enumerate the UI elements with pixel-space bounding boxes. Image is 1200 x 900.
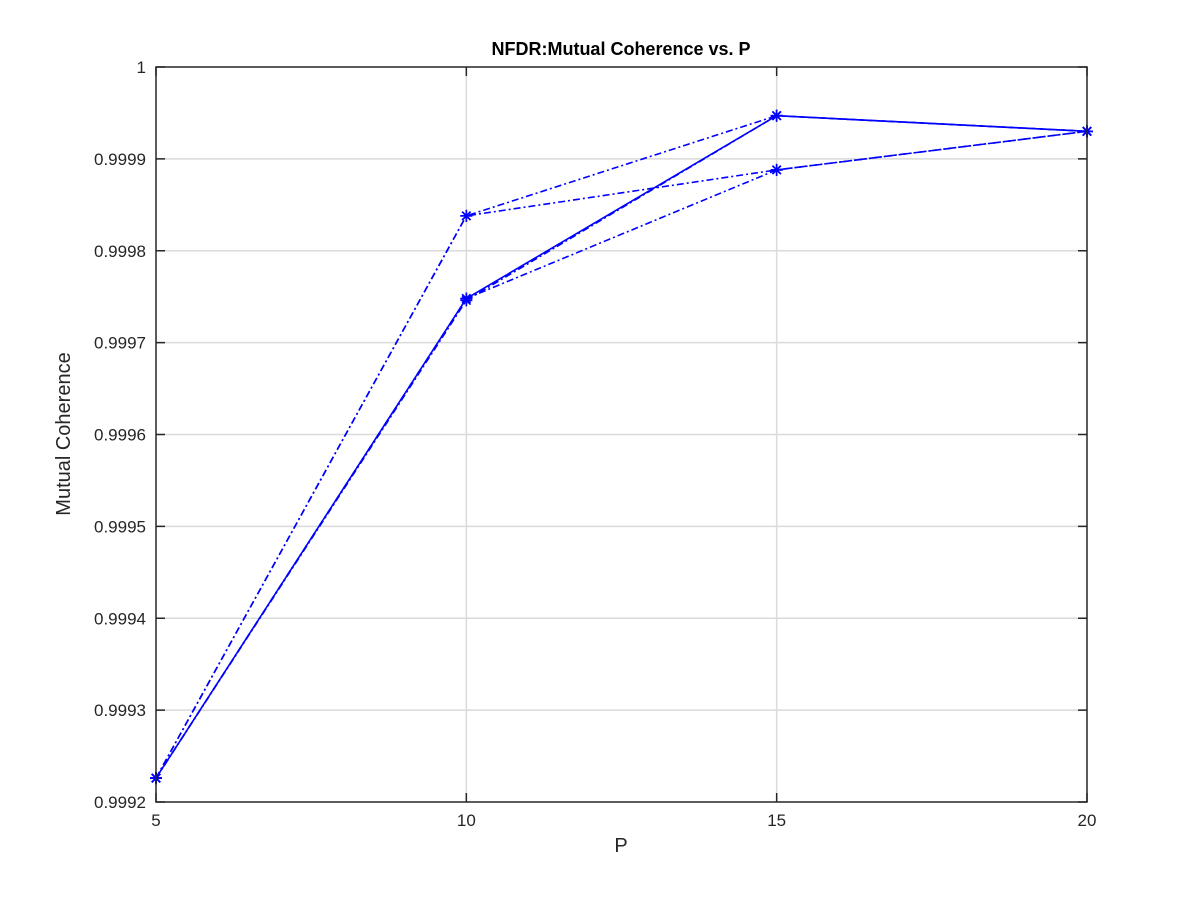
x-tick-label: 5 bbox=[151, 811, 160, 830]
ticks bbox=[155, 66, 1088, 803]
x-tick-label: 15 bbox=[767, 811, 786, 830]
series-line-5 bbox=[155, 130, 1088, 779]
y-tick-label: 0.9996 bbox=[94, 426, 146, 445]
series-line-3 bbox=[155, 114, 1088, 779]
data-point-marker bbox=[460, 292, 473, 305]
y-tick-label: 0.9998 bbox=[94, 242, 146, 261]
y-tick-label: 0.9992 bbox=[94, 793, 146, 812]
y-tick-label: 0.9993 bbox=[94, 701, 146, 720]
series-group bbox=[150, 109, 1093, 785]
y-tick-label: 0.9994 bbox=[94, 609, 146, 628]
data-point-marker bbox=[460, 209, 473, 222]
x-tick-label: 10 bbox=[457, 811, 476, 830]
series-line-4 bbox=[155, 130, 1088, 779]
tick-labels: 5 10 15 20 0.9992 0.9993 0.9994 0.9995 0.9996 0.9… bbox=[94, 58, 1096, 830]
x-tick-label: 20 bbox=[1078, 811, 1097, 830]
y-axis-label: Mutual Coherence bbox=[53, 352, 75, 515]
chart-title: NFDR:Mutual Coherence vs. P bbox=[491, 39, 750, 59]
grid bbox=[156, 67, 1087, 802]
data-point-marker bbox=[770, 163, 783, 176]
y-tick-label: 1 bbox=[137, 58, 146, 77]
y-tick-label: 0.9995 bbox=[94, 517, 146, 536]
data-point-marker bbox=[770, 109, 783, 122]
x-axis-label: P bbox=[614, 835, 627, 857]
y-tick-label: 0.9997 bbox=[94, 334, 146, 353]
y-tick-label: 0.9999 bbox=[94, 150, 146, 169]
